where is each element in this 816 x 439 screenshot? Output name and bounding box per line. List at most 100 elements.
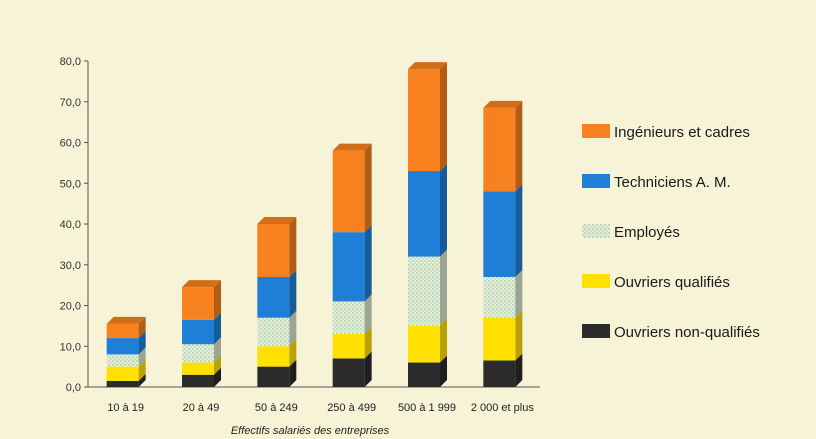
bar-side	[289, 339, 297, 367]
bar-segment	[483, 310, 523, 361]
bar-side	[138, 359, 146, 381]
bar-side	[364, 225, 372, 302]
bar-front	[106, 323, 139, 339]
bar-front	[257, 224, 290, 277]
bar-side	[515, 353, 523, 387]
bar-side	[515, 100, 523, 192]
bar-segment	[106, 316, 146, 339]
bar-side	[138, 347, 146, 367]
bar-segment	[332, 351, 372, 387]
legend-label: Ouvriers qualifiés	[614, 274, 730, 291]
bar-top	[332, 143, 372, 151]
bar-front	[483, 360, 516, 387]
bar-side	[440, 62, 447, 172]
bar-front	[257, 366, 290, 387]
legend-swatch	[582, 174, 610, 188]
bar-front	[332, 301, 365, 335]
bar-front	[483, 317, 516, 361]
bars-layer	[106, 62, 523, 387]
x-category-label: 20 à 49	[183, 402, 220, 414]
bar-segment	[182, 337, 221, 363]
bar-side	[364, 143, 372, 233]
bar-segment	[332, 143, 372, 233]
bar-front	[106, 380, 139, 387]
x-category-label: 50 à 249	[255, 402, 298, 414]
bar-segment	[257, 217, 297, 277]
bar-side	[289, 217, 297, 277]
bar-front	[332, 232, 365, 302]
bar-front	[332, 358, 365, 387]
category-labels: 10 à 19 20 à 49 50 à 249 250 à 499 500 à 1 9…	[107, 402, 534, 414]
bar-segment	[483, 353, 523, 387]
y-tick-label: 20,0	[60, 301, 81, 313]
bar-segment	[257, 359, 297, 387]
y-tick-label: 10,0	[60, 341, 81, 353]
bar-top	[483, 100, 523, 108]
legend-label: Techniciens A. M.	[614, 174, 731, 191]
x-category-label: 2 000 et plus	[471, 402, 534, 414]
bar-segment	[106, 359, 146, 381]
bar-front	[408, 171, 440, 257]
bar-segment	[483, 100, 523, 192]
bar-top	[182, 280, 221, 288]
bar-segment	[408, 318, 447, 363]
legend-label: Ingénieurs et cadres	[614, 124, 750, 141]
bar-side	[289, 359, 297, 387]
legend-label: Employés	[614, 224, 680, 241]
bar-side	[515, 269, 523, 318]
bar-front	[483, 276, 516, 318]
bar-segment	[257, 269, 297, 318]
bar-front	[408, 69, 440, 172]
legend-item: Ingénieurs et cadres	[582, 124, 750, 141]
bar-front	[257, 346, 290, 367]
bar-side	[364, 327, 372, 359]
bar-side	[214, 312, 221, 345]
bar-segment	[106, 373, 146, 387]
axis-layer: 0,0 10,0 20,0 30,0 40,0 50,0 60,0 70,0 80,0	[60, 56, 540, 394]
bar-top	[257, 217, 297, 224]
legend-swatch	[582, 324, 610, 338]
bar-front	[182, 319, 214, 345]
bar-front	[106, 338, 139, 355]
y-tick-label: 0,0	[66, 382, 81, 394]
bar-side	[214, 280, 221, 320]
bar-segment	[257, 310, 297, 347]
bar-front	[182, 287, 214, 320]
bar-side	[364, 294, 372, 335]
y-tick-label: 80,0	[60, 56, 81, 68]
bar-side	[364, 351, 372, 387]
bar-side	[138, 331, 146, 355]
bar-segment	[408, 164, 447, 257]
bar-segment	[332, 294, 372, 335]
bar-front	[408, 362, 440, 387]
bar-front	[106, 354, 139, 367]
bar-front	[182, 362, 214, 375]
bar-segment	[182, 355, 221, 375]
bar-front	[182, 344, 214, 363]
bar-segment	[408, 249, 447, 326]
bar-side	[214, 367, 221, 387]
bar-top	[408, 62, 447, 70]
y-tick-label: 30,0	[60, 260, 81, 272]
bar-front	[408, 256, 440, 326]
legend-item: Ouvriers qualifiés	[582, 274, 730, 291]
bar-side	[515, 310, 523, 361]
bar-front	[332, 334, 365, 359]
bar-side	[138, 373, 146, 387]
x-category-label: 250 à 499	[327, 402, 376, 414]
legend-item: Employés	[582, 224, 680, 241]
y-tick-label: 50,0	[60, 178, 81, 190]
bar-side	[515, 184, 523, 277]
x-axis-label: Effectifs salariés des entreprises	[231, 425, 390, 437]
bar-segment	[483, 269, 523, 318]
bar-front	[483, 107, 516, 192]
y-tick-label: 60,0	[60, 138, 81, 150]
bar-front	[182, 374, 214, 387]
bar-segment	[483, 184, 523, 277]
bar-segment	[106, 331, 146, 355]
bar-front	[257, 317, 290, 347]
bar-segment	[257, 339, 297, 367]
bar-segment	[182, 367, 221, 387]
bar-side	[440, 355, 447, 387]
